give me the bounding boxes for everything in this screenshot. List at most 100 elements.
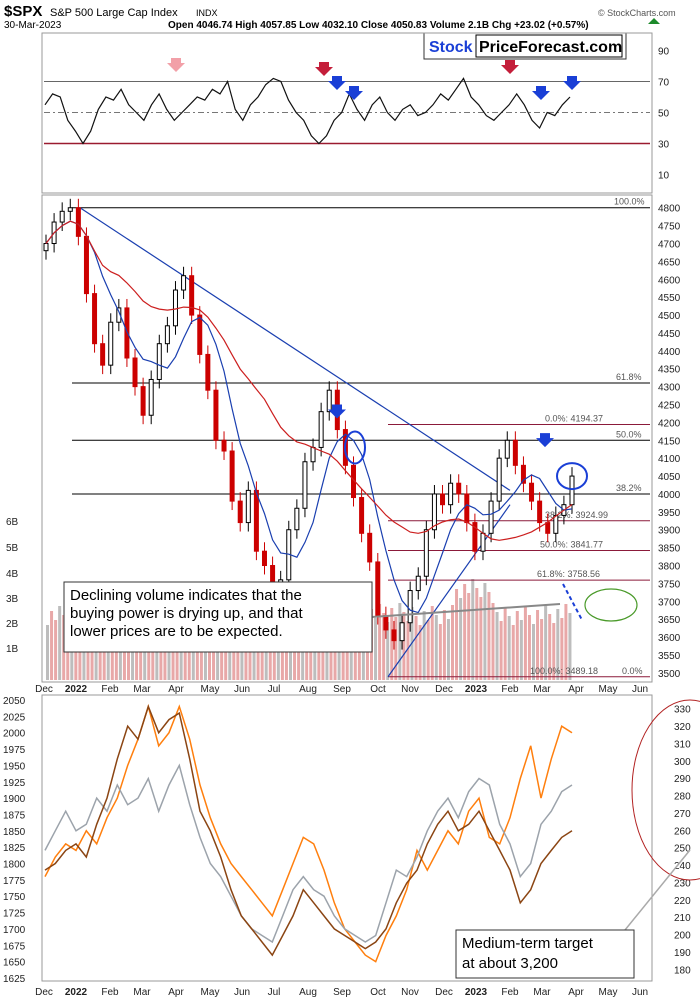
candle-body [43,243,49,252]
candle-body [569,475,575,506]
candle-body [520,464,526,484]
comp-left-tick-label: 1750 [3,892,26,903]
price-tick-label: 3850 [658,544,681,555]
red-target-ellipse [631,699,700,881]
price-x-tick-label: May [201,684,220,695]
volume-bar [394,617,398,680]
volume-trend-line [371,603,561,618]
rsi-tick-label: 30 [658,140,670,151]
volume-bar [426,620,430,680]
comp-x-tick-label: Apr [168,987,184,998]
price-x-tick-label: Dec [35,684,53,695]
spf-logo: Stock PriceForecast.com [423,32,627,60]
candle-body [480,532,486,552]
comp-x-tick-label: May [201,987,220,998]
comp-x-tick-label: Feb [101,987,119,998]
fib-label: 100.0% [614,197,645,207]
volume-bar [378,604,382,680]
candle-body [172,289,178,327]
chart-header: $SPX S&P 500 Large Cap Index INDX 30-Mar… [4,3,676,31]
candle-body [326,389,332,413]
price-tick-label: 4100 [658,454,681,465]
fib-label: 50.0%: 3841.77 [540,539,603,549]
candle-body [156,343,162,380]
volume-tick-label: 1B [6,644,19,655]
volume-tick-label: 3B [6,594,19,605]
price-tick-label: 3550 [658,651,681,662]
price-tick-label: 4400 [658,347,681,358]
candle-body [464,493,470,524]
comp-x-tick-label: 2022 [65,987,88,998]
price-x-tick-label: May [599,684,618,695]
fib-label: 0.0%: 4194.37 [545,414,603,424]
rsi-tick-label: 50 [658,109,670,120]
candle-body [423,529,429,577]
downtrend-line [79,207,511,491]
red-down-arrow-icon [315,62,333,76]
comparison-panel: 1625 1650 1675 1700 1725 1750 1775 1800 1825 1850… [3,696,700,998]
candle-body [456,482,462,495]
candle-body [59,210,65,223]
comp-left-tick-label: 2050 [3,696,26,707]
index-name: S&P 500 Large Cap Index [50,7,178,19]
rsi-panel-frame [41,32,653,194]
target-note-text: Medium-term target at about 3,200 [462,935,594,972]
volume-bar [374,618,378,680]
price-tick-label: 4600 [658,275,681,286]
volume-bar [540,619,544,680]
price-x-tick-label: Dec [435,684,453,695]
fib-label: 38.2%: 3924.99 [545,510,608,520]
volume-bar [556,609,560,680]
comp-x-tick-label: 2023 [465,987,488,998]
candle-body [383,615,389,631]
rsi-line [44,77,571,145]
volume-bar [459,598,463,680]
comp-left-tick-label: 1825 [3,843,26,854]
price-x-tick-label: Feb [101,684,119,695]
candle-body [440,493,446,506]
comp-right-tick-label: 290 [674,774,691,785]
comp-right-tick-label: 250 [674,844,691,855]
comp-left-tick-label: 1950 [3,761,26,772]
price-tick-label: 4350 [658,365,681,376]
comp-right-tick-label: 300 [674,757,691,768]
price-x-tick-label: Jul [268,684,281,695]
price-tick-label: 4200 [658,418,681,429]
volume-bar [519,620,523,680]
candle-body [108,321,114,366]
candle-body [132,357,138,388]
volume-bar [483,583,487,680]
comp-x-tick-label: Oct [370,987,386,998]
comp-x-tick-label: Dec [435,987,453,998]
fib-label: 61.8%: 3758.56 [537,569,600,579]
price-x-tick-label: Apr [568,684,584,695]
annotation-line: buying power is drying up, and that [70,605,303,622]
volume-bar [467,593,471,680]
price-x-tick-label: Apr [168,684,184,695]
fib-label: 38.2% [616,483,642,493]
volume-bar [523,606,527,680]
comp-right-tick-label: 270 [674,809,691,820]
volume-note-box: Declining volume indicates that the buyin… [63,581,373,653]
candle-body [391,629,397,642]
candle-body [448,482,454,506]
candle-body [75,207,81,237]
candle-body [140,386,146,416]
comparison-panel-frame [41,694,653,982]
volume-bar [406,621,410,680]
comp-x-tick-label: May [599,987,618,998]
volume-bar [548,614,552,680]
rsi-tick-label: 10 [658,171,670,182]
candle-body [375,561,381,617]
price-tick-label: 4450 [658,329,681,340]
volume-bar [536,610,540,680]
volume-bar [50,611,54,680]
volume-bar [507,616,511,680]
price-tick-label: 3600 [658,633,681,644]
volume-bar [479,597,483,680]
blue-circle-marker [556,462,588,491]
volume-bar [471,579,475,680]
candle-body [504,439,510,459]
blue-down-arrow-icon [328,404,346,419]
comp-x-tick-label: Mar [133,987,151,998]
